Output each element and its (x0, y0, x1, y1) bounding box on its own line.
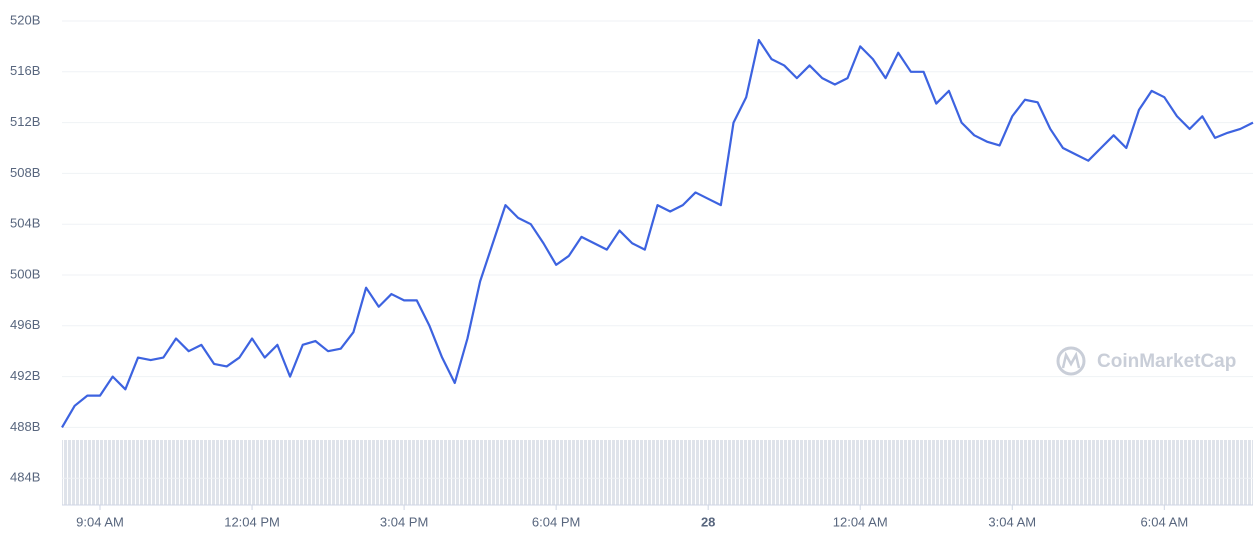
x-tick-label: 3:04 AM (988, 514, 1036, 529)
x-tick-label: 28 (701, 514, 715, 529)
x-tick-label: 9:04 AM (76, 514, 124, 529)
y-tick-label: 488B (10, 419, 40, 434)
x-tick-label: 3:04 PM (380, 514, 428, 529)
x-tick-label: 6:04 PM (532, 514, 580, 529)
x-tick-label: 6:04 AM (1140, 514, 1188, 529)
y-tick-label: 516B (10, 63, 40, 78)
watermark: CoinMarketCap (1056, 346, 1236, 376)
y-tick-label: 520B (10, 12, 40, 27)
y-tick-label: 484B (10, 470, 40, 485)
y-tick-label: 500B (10, 266, 40, 281)
y-tick-label: 504B (10, 216, 40, 231)
x-tick-label: 12:04 PM (224, 514, 280, 529)
y-tick-label: 496B (10, 317, 40, 332)
y-tick-label: 512B (10, 114, 40, 129)
price-line (61, 38, 1254, 428)
y-tick-label: 492B (10, 368, 40, 383)
x-tick-label: 12:04 AM (833, 514, 888, 529)
volume-band (62, 440, 1253, 505)
y-tick-label: 508B (10, 165, 40, 180)
watermark-text: CoinMarketCap (1097, 351, 1236, 372)
